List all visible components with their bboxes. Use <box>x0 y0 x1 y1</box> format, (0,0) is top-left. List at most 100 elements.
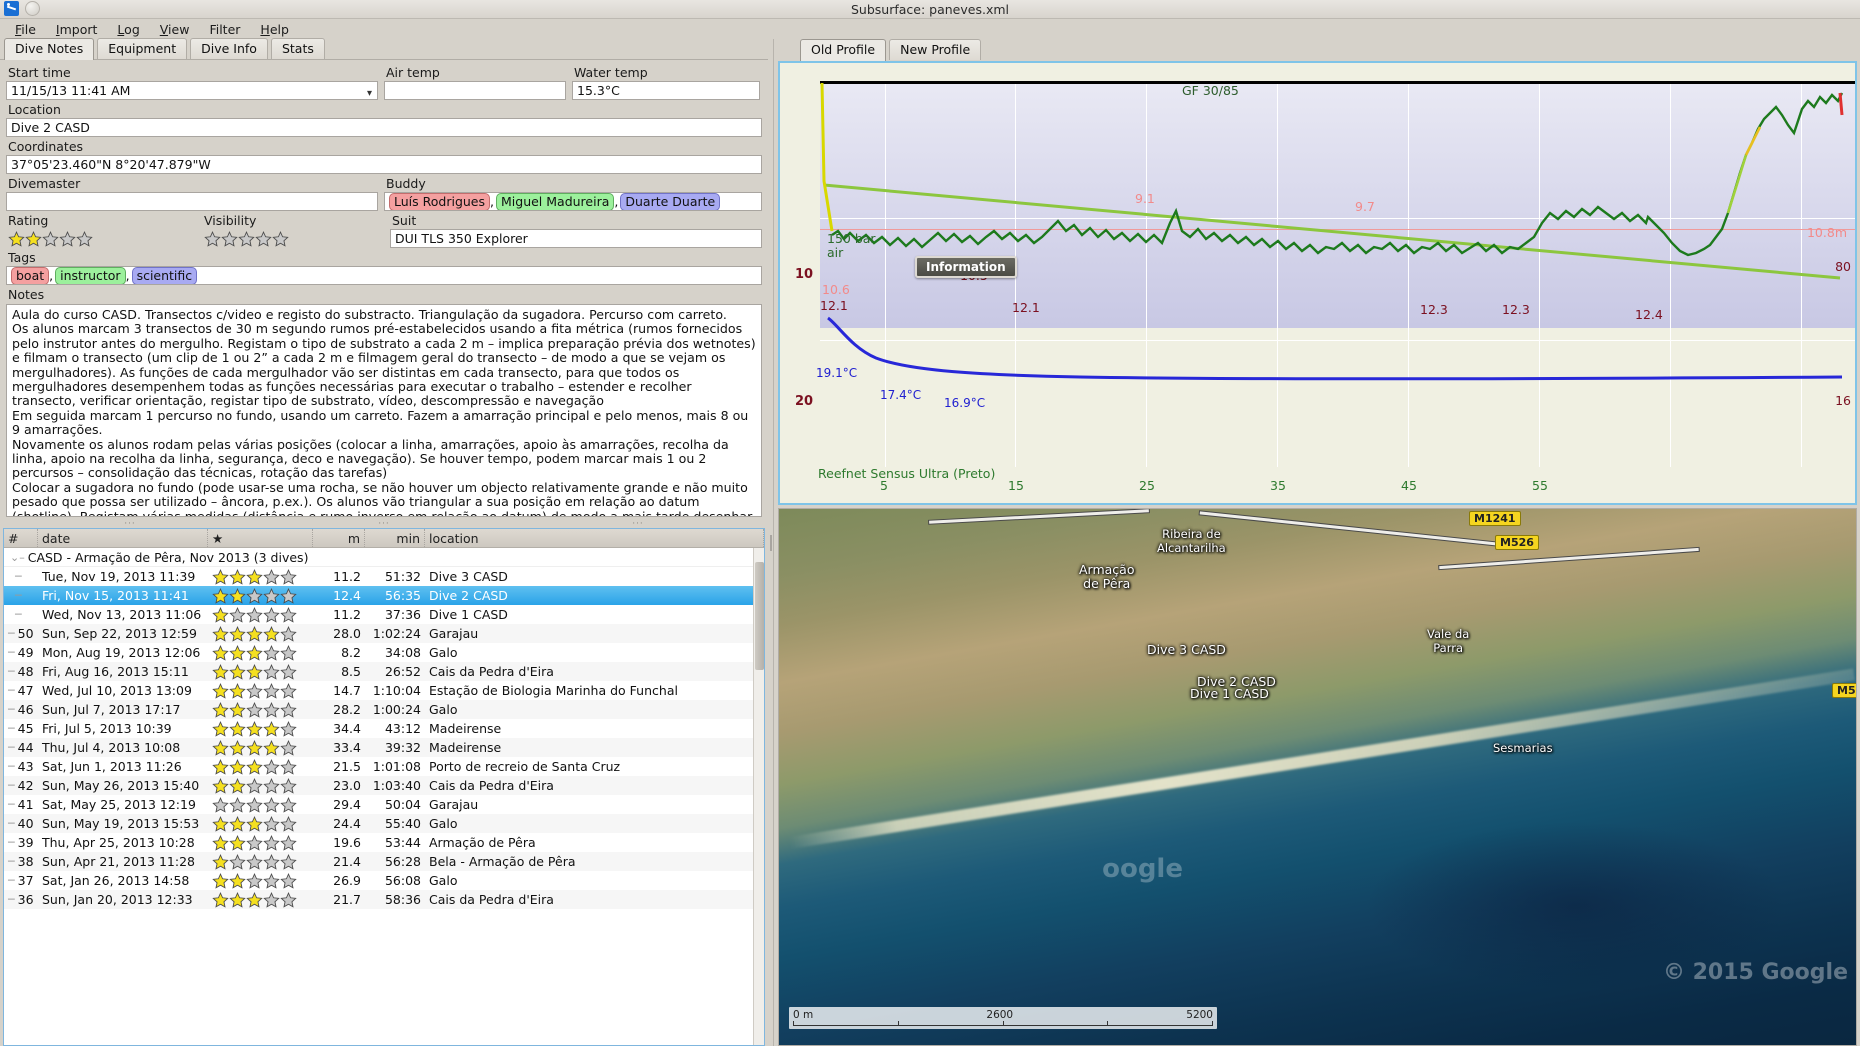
star-icon[interactable] <box>246 853 263 870</box>
star-icon[interactable] <box>263 815 280 832</box>
star-icon[interactable] <box>263 739 280 756</box>
tag-pill-1[interactable]: boat <box>11 267 50 284</box>
visibility-stars[interactable] <box>202 229 384 247</box>
star-icon[interactable] <box>212 834 229 851</box>
dive-list-row[interactable]: ─ 45 Fri, Jul 5, 2013 10:39 34.4 43:12 Madeir… <box>4 719 764 738</box>
star-icon[interactable] <box>280 815 297 832</box>
tags-input[interactable]: boat, instructor, scientific <box>6 266 762 285</box>
cell-rating[interactable] <box>208 586 313 605</box>
star-icon[interactable] <box>280 777 297 794</box>
star-icon[interactable] <box>229 872 246 889</box>
star-icon[interactable] <box>229 625 246 642</box>
star-icon[interactable] <box>280 701 297 718</box>
buddy-input[interactable]: Luís Rodrigues, Miguel Madureira, Duarte… <box>384 192 762 211</box>
tab-new-profile[interactable]: New Profile <box>889 39 982 60</box>
resize-dot-3[interactable]: ··· <box>632 519 644 529</box>
tab-stats[interactable]: Stats <box>270 38 325 59</box>
rating-stars[interactable] <box>6 229 196 247</box>
star-icon[interactable] <box>212 720 229 737</box>
col-header-depth[interactable]: m <box>313 529 365 547</box>
star-icon[interactable] <box>263 682 280 699</box>
star-icon[interactable] <box>280 872 297 889</box>
tag-pill-3[interactable]: scientific <box>131 267 198 284</box>
star-icon[interactable] <box>263 853 280 870</box>
cell-rating[interactable] <box>208 719 313 738</box>
cell-rating[interactable] <box>208 814 313 833</box>
star-icon[interactable] <box>255 231 272 247</box>
cell-rating[interactable] <box>208 605 313 624</box>
star-icon[interactable] <box>263 891 280 908</box>
menu-import[interactable]: Import <box>55 21 98 37</box>
star-icon[interactable] <box>280 663 297 680</box>
tab-dive-info[interactable]: Dive Info <box>190 38 268 59</box>
star-icon[interactable] <box>212 644 229 661</box>
star-icon[interactable] <box>246 834 263 851</box>
menu-filter[interactable]: Filter <box>209 21 241 37</box>
dive-trip-row[interactable]: ⌄– CASD - Armação de Pêra, Nov 2013 (3 di… <box>4 548 764 567</box>
star-icon[interactable] <box>263 568 280 585</box>
cell-rating[interactable] <box>208 795 313 814</box>
star-icon[interactable] <box>246 891 263 908</box>
col-header-number[interactable]: # <box>4 529 38 547</box>
resize-dot-1[interactable]: ··· <box>124 519 136 529</box>
star-icon[interactable] <box>272 231 289 247</box>
cell-rating[interactable] <box>208 681 313 700</box>
col-header-rating[interactable]: ★ <box>208 529 313 547</box>
star-icon[interactable] <box>246 739 263 756</box>
star-icon[interactable] <box>229 682 246 699</box>
dive-list-row[interactable]: ─ 47 Wed, Jul 10, 2013 13:09 14.7 1:10:04 Est… <box>4 681 764 700</box>
star-icon[interactable] <box>229 815 246 832</box>
tab-old-profile[interactable]: Old Profile <box>800 39 887 61</box>
buddy-pill-2[interactable]: Miguel Madureira <box>496 193 615 210</box>
star-icon[interactable] <box>42 231 59 247</box>
location-input[interactable]: Dive 2 CASD <box>6 118 762 137</box>
chevron-down-icon[interactable]: ▾ <box>366 88 372 99</box>
star-icon[interactable] <box>212 796 229 813</box>
menu-view[interactable]: View <box>159 21 190 37</box>
star-icon[interactable] <box>246 587 263 604</box>
star-icon[interactable] <box>280 644 297 661</box>
star-icon[interactable] <box>229 777 246 794</box>
star-icon[interactable] <box>204 231 221 247</box>
dive-list-row[interactable]: ─ 46 Sun, Jul 7, 2013 17:17 28.2 1:00:24 Galo <box>4 700 764 719</box>
dive-profile-chart[interactable]: GF 30/85 10.8m <box>778 61 1857 505</box>
cell-rating[interactable] <box>208 776 313 795</box>
col-header-location[interactable]: location <box>425 529 764 547</box>
tab-dive-notes[interactable]: Dive Notes <box>4 38 95 60</box>
notes-textarea[interactable]: Aula do curso CASD. Transectos c/video e… <box>6 304 762 517</box>
buddy-pill-3[interactable]: Duarte Duarte <box>620 193 721 210</box>
star-icon[interactable] <box>229 568 246 585</box>
dive-list-row[interactable]: ─ 36 Sun, Jan 20, 2013 12:33 21.7 58:36 Cais … <box>4 890 764 909</box>
star-icon[interactable] <box>280 834 297 851</box>
star-icon[interactable] <box>263 720 280 737</box>
menu-file[interactable]: FFileile <box>15 21 36 37</box>
star-icon[interactable] <box>246 701 263 718</box>
tag-pill-2[interactable]: instructor <box>55 267 126 284</box>
star-icon[interactable] <box>212 891 229 908</box>
star-icon[interactable] <box>229 853 246 870</box>
star-icon[interactable] <box>212 872 229 889</box>
water-temp-input[interactable]: 15.3°C <box>572 81 760 100</box>
star-icon[interactable] <box>263 796 280 813</box>
coordinates-input[interactable]: 37°05'23.460"N 8°20'47.879"W <box>6 155 762 174</box>
map-marker-dive-2[interactable]: Dive 2 CASD <box>1197 674 1276 689</box>
star-icon[interactable] <box>263 758 280 775</box>
star-icon[interactable] <box>229 796 246 813</box>
cell-rating[interactable] <box>208 662 313 681</box>
star-icon[interactable] <box>229 739 246 756</box>
map-marker-dive-3[interactable]: Dive 3 CASD <box>1147 642 1226 657</box>
star-icon[interactable] <box>246 606 263 623</box>
star-icon[interactable] <box>280 853 297 870</box>
star-icon[interactable] <box>212 815 229 832</box>
cell-rating[interactable] <box>208 890 313 909</box>
star-icon[interactable] <box>212 625 229 642</box>
dive-list-row[interactable]: ─ 42 Sun, May 26, 2013 15:40 23.0 1:03:40 Cai… <box>4 776 764 795</box>
star-icon[interactable] <box>280 587 297 604</box>
star-icon[interactable] <box>263 587 280 604</box>
star-icon[interactable] <box>221 231 238 247</box>
start-time-input[interactable]: 11/15/13 11:41 AM ▾ <box>6 81 378 100</box>
star-icon[interactable] <box>246 663 263 680</box>
star-icon[interactable] <box>280 739 297 756</box>
star-icon[interactable] <box>229 587 246 604</box>
